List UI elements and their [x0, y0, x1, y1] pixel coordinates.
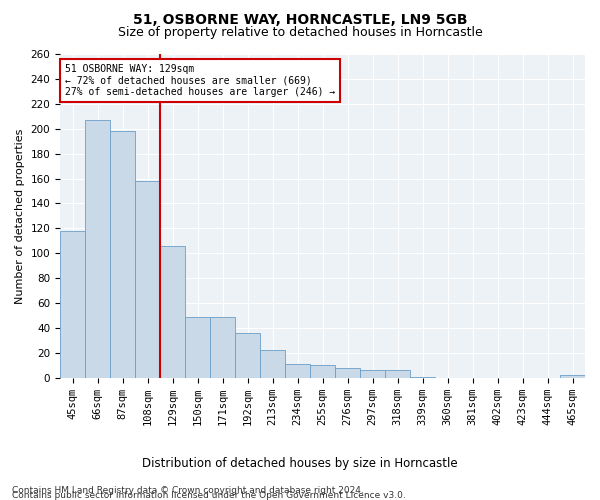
Text: Contains HM Land Registry data © Crown copyright and database right 2024.: Contains HM Land Registry data © Crown c… [12, 486, 364, 495]
Text: 51 OSBORNE WAY: 129sqm
← 72% of detached houses are smaller (669)
27% of semi-de: 51 OSBORNE WAY: 129sqm ← 72% of detached… [65, 64, 335, 97]
Bar [335, 368, 360, 378]
Bar [160, 246, 185, 378]
Bar [385, 370, 410, 378]
Bar [285, 364, 310, 378]
Bar [235, 333, 260, 378]
Bar [310, 366, 335, 378]
Bar [260, 350, 285, 378]
Bar [210, 317, 235, 378]
Bar [560, 376, 585, 378]
Y-axis label: Number of detached properties: Number of detached properties [15, 128, 25, 304]
Text: Distribution of detached houses by size in Horncastle: Distribution of detached houses by size … [142, 458, 458, 470]
Bar [185, 317, 210, 378]
Text: Contains public sector information licensed under the Open Government Licence v3: Contains public sector information licen… [12, 491, 406, 500]
Bar [410, 376, 435, 378]
Bar [85, 120, 110, 378]
Bar [135, 181, 160, 378]
Bar [110, 131, 135, 378]
Text: Size of property relative to detached houses in Horncastle: Size of property relative to detached ho… [118, 26, 482, 39]
Bar [360, 370, 385, 378]
Text: 51, OSBORNE WAY, HORNCASTLE, LN9 5GB: 51, OSBORNE WAY, HORNCASTLE, LN9 5GB [133, 12, 467, 26]
Bar [60, 231, 85, 378]
